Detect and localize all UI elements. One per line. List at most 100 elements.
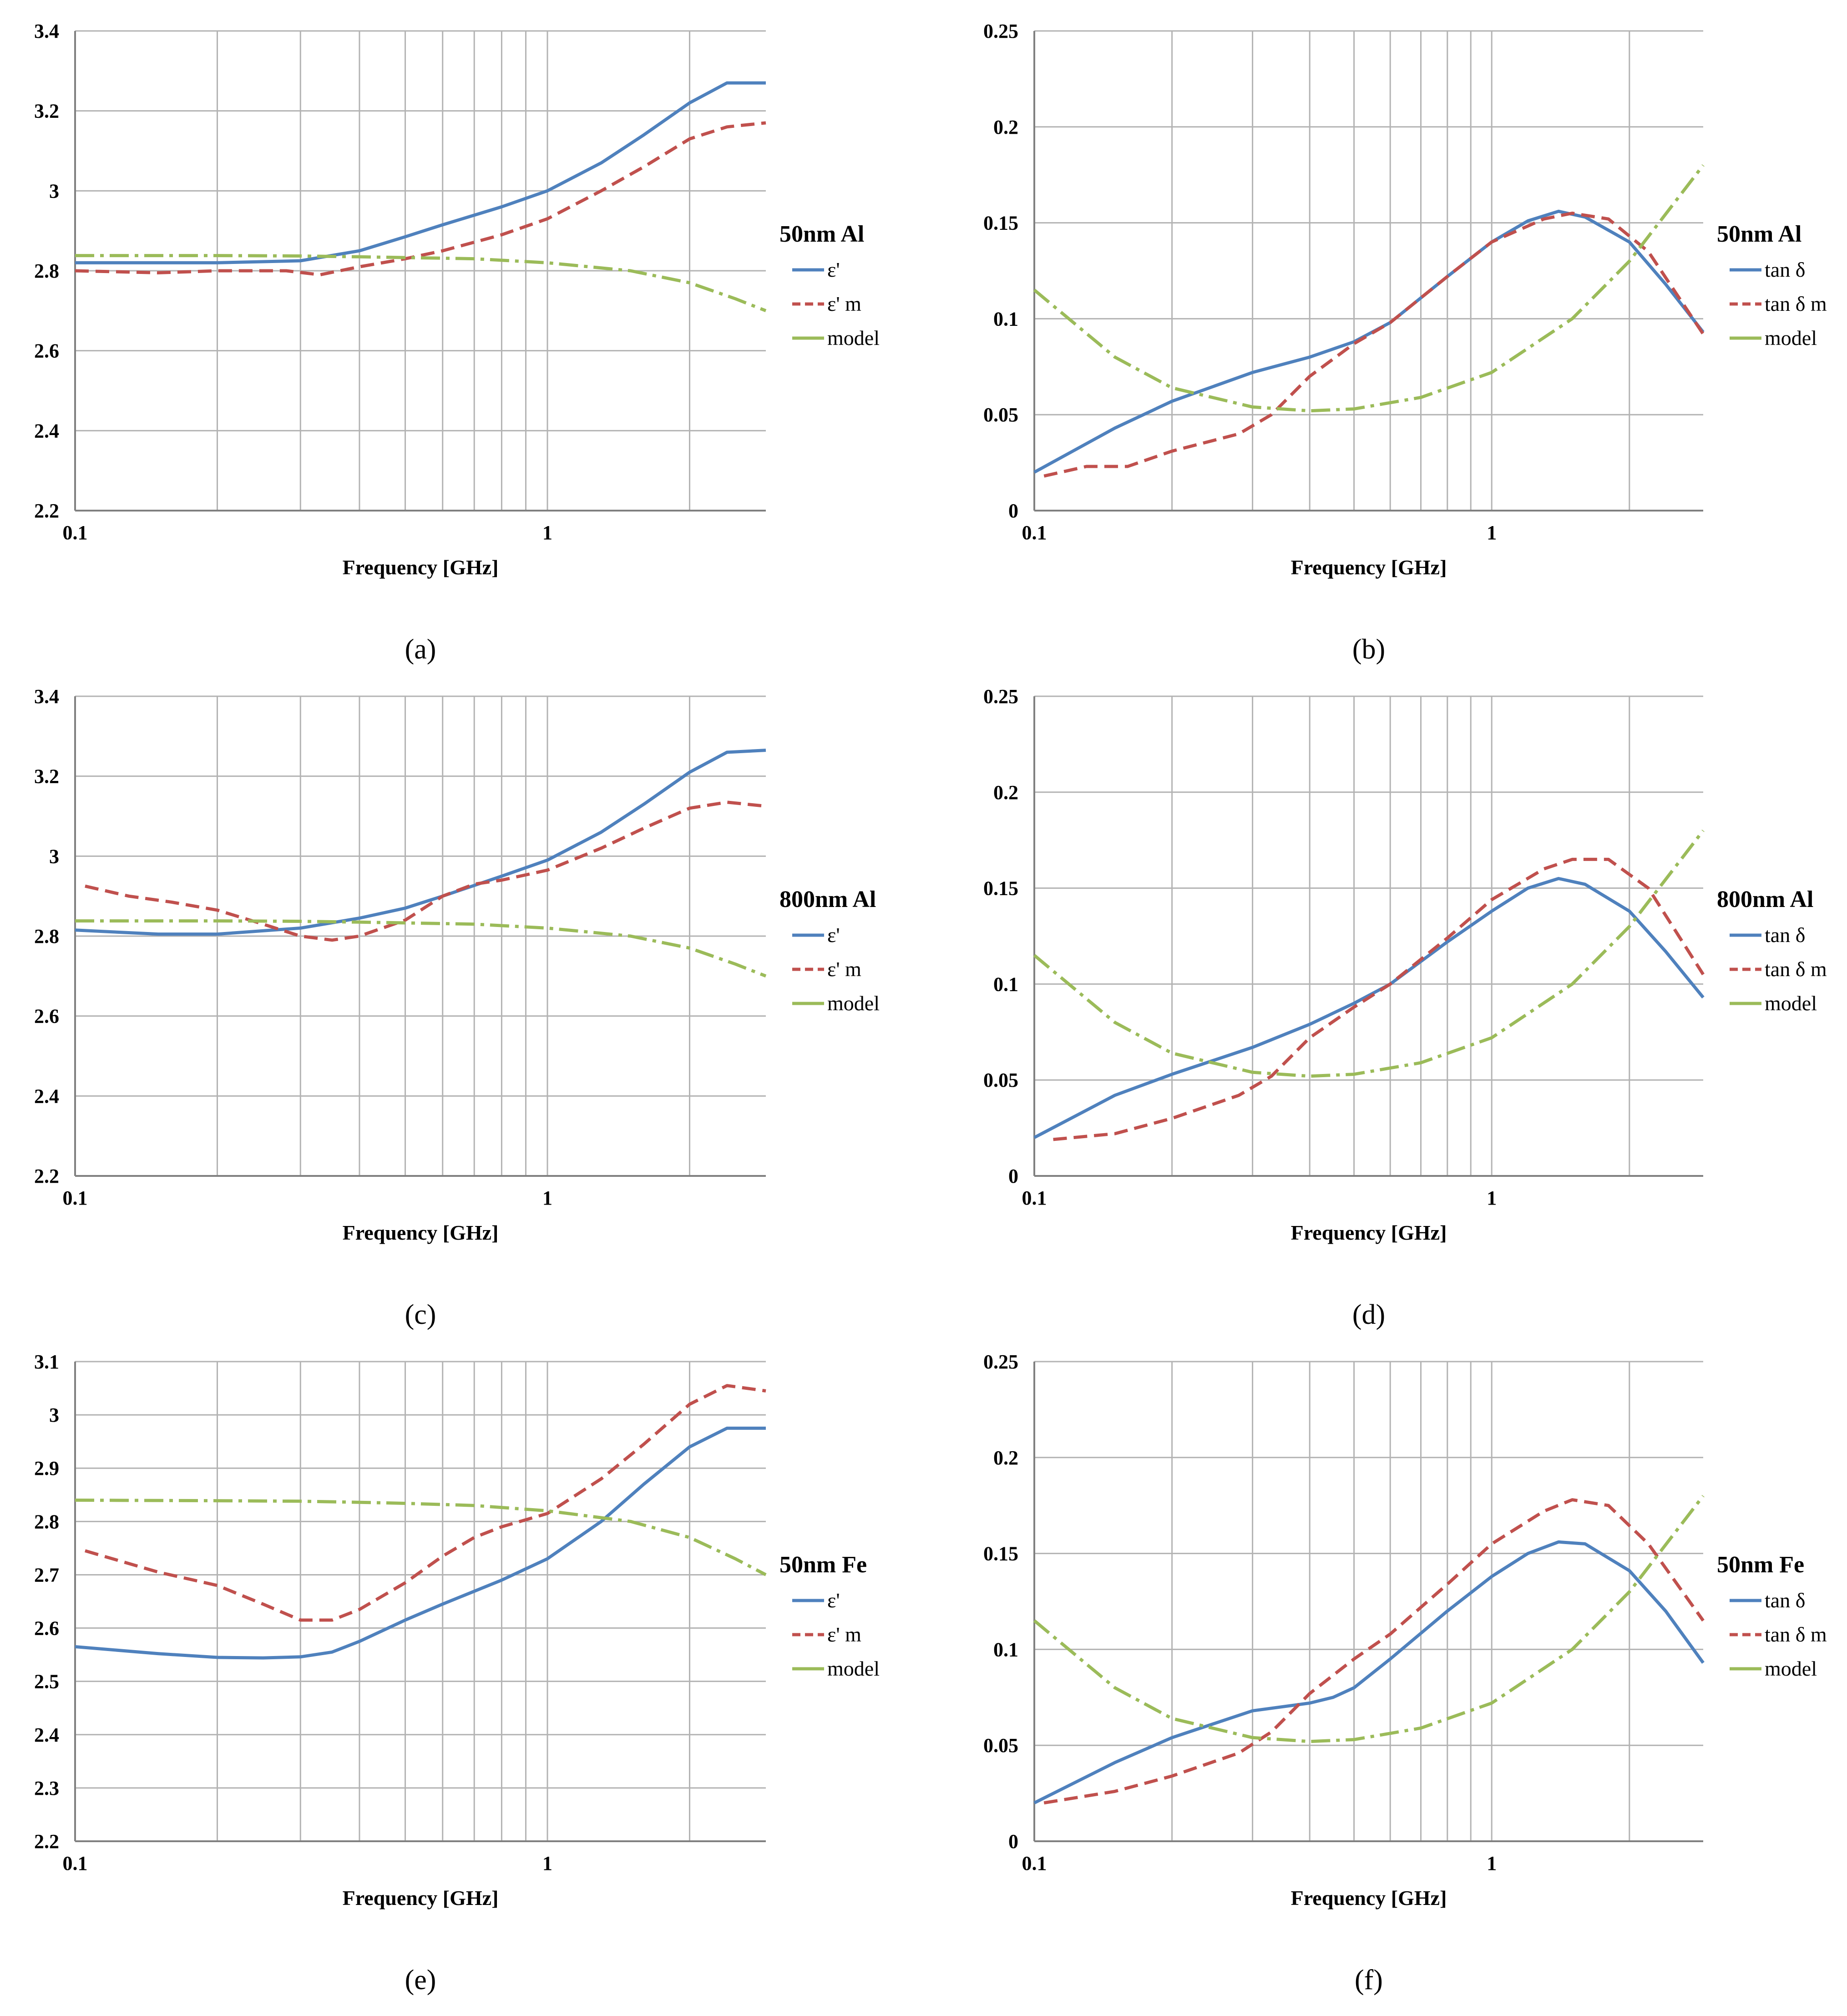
y-tick-label: 0 [1008, 1165, 1018, 1187]
x-tick-label: 1 [542, 1187, 552, 1209]
panel-caption: (f) [1355, 1965, 1383, 1996]
x-axis-title: Frequency [GHz] [343, 556, 499, 579]
series-line-model [75, 919, 767, 978]
y-tick-label: 2.2 [34, 500, 59, 522]
y-tick-label: 0.2 [993, 781, 1018, 804]
y-tick-label: 0.1 [993, 308, 1018, 330]
chart-panel-b: 0 0.05 0.1 0.15 0.2 0.25 0.1 1 Frequency [GHz] 50… [983, 20, 1827, 665]
x-axis-title: Frequency [GHz] [1291, 1221, 1447, 1244]
legend-label: tan δ [1765, 258, 1805, 281]
y-tick-label: 2.2 [34, 1830, 59, 1853]
chart-panel-e: 2.2 2.3 2.4 2.5 2.6 2.7 2.8 2.9 3 3.1 0.1 1 Frequenc… [34, 1351, 880, 1996]
series-line-eps [1033, 209, 1705, 474]
series-line-eps [75, 81, 766, 264]
legend-label: tan δ [1765, 923, 1805, 947]
legend-label: model [1765, 1657, 1817, 1680]
y-tick-label: 2.4 [34, 1085, 59, 1107]
y-tick-label: 0.15 [983, 1543, 1018, 1565]
sample-label: 800nm Al [779, 886, 876, 912]
y-tick-label: 2.4 [34, 1724, 59, 1746]
x-axis-title: Frequency [GHz] [343, 1886, 499, 1910]
sample-label: 50nm Al [779, 221, 864, 247]
x-tick-label: 1 [542, 522, 552, 544]
x-tick-label: 0.1 [63, 1187, 88, 1209]
y-tick-label: 2.7 [34, 1564, 59, 1586]
series-line-model [75, 254, 767, 313]
legend-label: tan δ [1765, 1589, 1805, 1612]
series-line-meas [1053, 857, 1705, 1141]
x-tick-label: 1 [1487, 1852, 1497, 1874]
series-line-eps [75, 1426, 766, 1660]
y-tick-label: 2.8 [34, 260, 59, 282]
y-tick-label: 0.15 [983, 212, 1018, 234]
chart-panel-f: 0 0.05 0.1 0.15 0.2 0.25 0.1 1 Frequency [GHz] 50… [983, 1351, 1827, 1996]
legend-label: tan δ m [1765, 292, 1827, 315]
legend-label: model [827, 1657, 880, 1680]
legend-label: tan δ m [1765, 1623, 1827, 1646]
y-tick-label: 2.9 [34, 1457, 59, 1479]
x-tick-label: 1 [1487, 1187, 1497, 1209]
y-tick-label: 3.4 [34, 685, 59, 708]
y-tick-label: 3.4 [34, 20, 59, 42]
legend-label: ε' [827, 258, 840, 281]
legend-label: model [1765, 326, 1817, 350]
legend-label: tan δ m [1765, 957, 1827, 981]
y-tick-label: 0.25 [983, 685, 1018, 708]
legend-label: ε' m [827, 1623, 861, 1646]
sample-label: 50nm Fe [779, 1552, 867, 1578]
x-tick-label: 0.1 [1022, 522, 1047, 544]
x-tick-label: 0.1 [63, 1852, 88, 1874]
y-tick-label: 2.6 [34, 340, 59, 362]
y-tick-label: 0.1 [993, 1638, 1018, 1661]
y-tick-label: 3.1 [34, 1351, 59, 1373]
series-line-model [1033, 1494, 1705, 1743]
x-axis-title: Frequency [GHz] [1291, 1886, 1447, 1910]
y-tick-label: 0 [1008, 1830, 1018, 1853]
chart-panel-d: 0 0.05 0.1 0.15 0.2 0.25 0.1 1 Frequency [GHz] 80… [983, 685, 1827, 1330]
x-tick-label: 0.1 [1022, 1852, 1047, 1874]
legend-label: ε' m [827, 292, 861, 315]
y-tick-label: 3 [49, 1404, 59, 1426]
y-tick-label: 2.4 [34, 420, 59, 442]
series-line-model [1033, 164, 1705, 413]
x-tick-label: 0.1 [1022, 1187, 1047, 1209]
y-tick-label: 0.05 [983, 1069, 1018, 1091]
y-tick-label: 0.1 [993, 973, 1018, 995]
legend-label: model [1765, 992, 1817, 1015]
y-tick-label: 0.2 [993, 1447, 1018, 1469]
y-tick-label: 3 [49, 180, 59, 202]
y-tick-label: 2.8 [34, 1510, 59, 1533]
x-tick-label: 1 [1487, 522, 1497, 544]
panel-caption: (c) [405, 1299, 436, 1330]
y-tick-label: 0.25 [983, 1351, 1018, 1373]
sample-label: 50nm Al [1717, 221, 1801, 247]
y-tick-label: 0.05 [983, 1734, 1018, 1757]
series-line-model [75, 1499, 767, 1576]
series-line-eps [1033, 1540, 1705, 1804]
legend-label: ε' m [827, 957, 861, 981]
panel-caption: (b) [1352, 634, 1385, 665]
y-tick-label: 0.15 [983, 877, 1018, 900]
y-tick-label: 2.6 [34, 1005, 59, 1028]
series-line-eps [75, 749, 766, 936]
x-tick-label: 1 [542, 1852, 552, 1874]
sample-label: 50nm Fe [1717, 1552, 1804, 1578]
panel-caption: (a) [405, 634, 436, 665]
series-line-model [1033, 829, 1705, 1078]
series-line-meas [1043, 212, 1705, 478]
panel-caption: (d) [1352, 1299, 1385, 1330]
x-axis-title: Frequency [GHz] [343, 1221, 499, 1244]
series-line-eps [1033, 877, 1705, 1139]
y-tick-label: 2.3 [34, 1777, 59, 1799]
panel-caption: (e) [405, 1965, 436, 1996]
y-tick-label: 2.6 [34, 1617, 59, 1640]
legend-label: model [827, 992, 880, 1015]
chart-panel-a: 2.2 2.4 2.6 2.8 3 3.2 3.4 0.1 1 Frequency [GHz] 50… [34, 20, 880, 665]
y-tick-label: 0.25 [983, 20, 1018, 42]
legend-label: ε' [827, 923, 840, 947]
y-tick-label: 2.8 [34, 925, 59, 947]
y-tick-label: 2.5 [34, 1671, 59, 1693]
series-line-meas [85, 1384, 766, 1622]
